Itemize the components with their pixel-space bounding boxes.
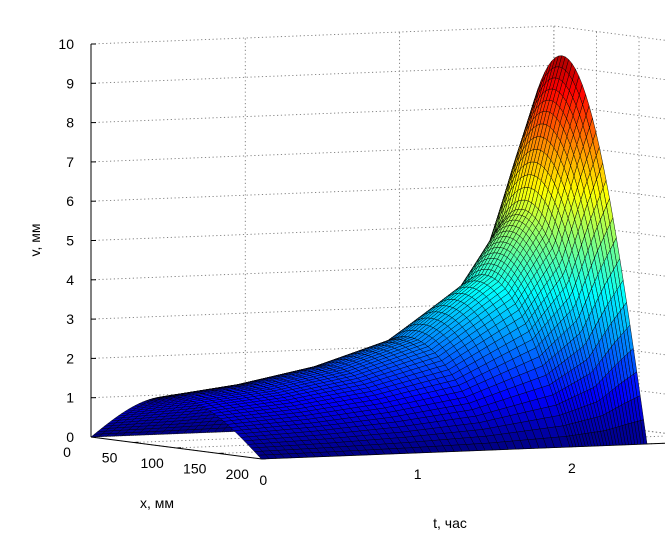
z-tick-label-6: 6 [66, 193, 74, 209]
surface-cell-0-49 [257, 454, 270, 460]
z-tick-label-2: 2 [66, 350, 74, 366]
y-axis-label: t, час [433, 515, 467, 531]
z-tick-label-4: 4 [66, 272, 74, 288]
x-tick-label-4: 200 [226, 466, 250, 482]
t-tick-label-2: 2 [568, 460, 576, 476]
surface-mesh [90, 55, 648, 460]
z-axis-label: v, мм [27, 224, 43, 257]
x-tick-label-2: 100 [140, 455, 164, 471]
z-tick-label-1: 1 [66, 390, 74, 406]
z-tick-label-0: 0 [66, 429, 74, 445]
x-axis-label: x, мм [140, 495, 174, 511]
x-tick-label-0: 0 [63, 444, 71, 460]
z-tick-label-3: 3 [66, 311, 74, 327]
grid-line-z-10 [90, 25, 665, 45]
z-tick-label-9: 9 [66, 75, 74, 91]
x-tick-label-3: 150 [183, 460, 207, 476]
tick-labels: 0123456789100501001502000123 [58, 36, 576, 488]
t-tick-label-1: 1 [414, 466, 422, 482]
z-tick-label-10: 10 [58, 36, 74, 52]
z-tick-label-7: 7 [66, 154, 74, 170]
z-tick-label-8: 8 [66, 115, 74, 131]
z-tick-label-5: 5 [66, 233, 74, 249]
x-tick-label-1: 50 [102, 449, 118, 465]
t-tick-label-0: 0 [259, 472, 267, 488]
